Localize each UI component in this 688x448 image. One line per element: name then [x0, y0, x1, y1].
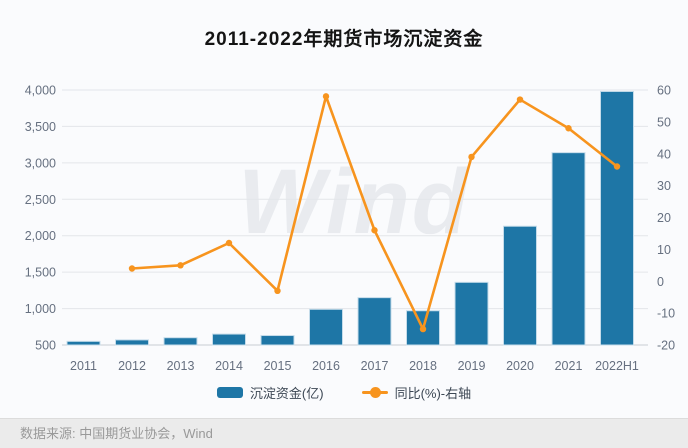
bar-2013[interactable] [163, 337, 198, 346]
data-source-text: 数据来源: 中国期货业协会，Wind [20, 426, 213, 441]
bar-series-swatch-icon [216, 387, 243, 398]
left-axis-tick-label: 1,000 [25, 302, 56, 316]
left-axis-tick-label: 500 [35, 339, 56, 353]
legend-item-line-series[interactable]: 同比(%)-右轴 [361, 383, 472, 402]
right-axis-tick-label: 0 [657, 275, 664, 289]
combo-chart-plot: 5001,0001,5002,0002,5003,0003,5004,000-2… [25, 84, 675, 374]
line-point-2014[interactable] [225, 239, 233, 247]
x-axis-label-2022H1: 2022H1 [595, 359, 639, 373]
chart-legend: 沉淀资金(亿) 同比(%)-右轴 [0, 383, 688, 402]
left-axis-tick-label: 1,500 [25, 266, 56, 280]
footer-bar: 数据来源: 中国期货业协会，Wind [0, 418, 688, 448]
right-axis-tick-label: 10 [657, 243, 671, 257]
line-point-2017[interactable] [371, 227, 378, 234]
right-axis-tick-label: 30 [657, 179, 671, 193]
right-axis-tick-label: 20 [657, 211, 671, 225]
bar-2016[interactable] [309, 308, 343, 346]
x-axis-label-2017: 2017 [361, 359, 389, 373]
line-point-2020[interactable] [516, 96, 524, 103]
legend-item-bar-series[interactable]: 沉淀资金(亿) [216, 383, 324, 402]
x-axis-label-2021: 2021 [555, 359, 583, 373]
left-axis-tick-label: 3,000 [25, 156, 56, 170]
left-axis-tick-label: 2,500 [25, 193, 56, 207]
line-point-2012[interactable] [128, 265, 136, 272]
x-axis-label-2016: 2016 [312, 359, 340, 373]
x-axis-label-2018: 2018 [409, 359, 437, 373]
x-axis-label-2020: 2020 [506, 359, 534, 373]
x-axis-label-2014: 2014 [215, 359, 243, 373]
bar-2018[interactable] [406, 310, 440, 346]
x-axis-label-2011: 2011 [70, 359, 97, 373]
left-axis-tick-label: 3,500 [25, 120, 56, 134]
yoy-line [130, 95, 619, 331]
right-axis-tick-label: 50 [657, 115, 671, 129]
bar-series-legend-label: 沉淀资金(亿) [249, 386, 324, 401]
bar-2011[interactable] [66, 340, 101, 346]
bar-2021[interactable] [551, 152, 586, 346]
line-point-2016[interactable] [322, 93, 330, 100]
bar-2022H1[interactable] [600, 90, 634, 346]
line-point-2015[interactable] [274, 287, 281, 295]
line-series-legend-label: 同比(%)-右轴 [394, 386, 472, 401]
x-axis-label-2019: 2019 [458, 359, 486, 373]
bar-2020[interactable] [503, 225, 537, 346]
x-axis-label-2013: 2013 [167, 359, 195, 373]
right-axis-tick-label: -20 [657, 339, 675, 353]
bar-2015[interactable] [260, 335, 295, 346]
bar-2019[interactable] [454, 281, 489, 346]
line-point-2013[interactable] [177, 262, 184, 269]
chart-title: 2011-2022年期货市场沉淀资金 [204, 29, 484, 50]
right-axis-tick-label: 60 [657, 84, 671, 98]
bar-2014[interactable] [212, 333, 246, 346]
right-axis-tick-label: -10 [657, 307, 675, 321]
bar-2012[interactable] [115, 339, 149, 346]
left-axis-tick-label: 4,000 [25, 84, 56, 98]
left-axis-tick-label: 2,000 [25, 229, 56, 243]
x-axis-label-2015: 2015 [264, 359, 292, 373]
x-axis-label-2012: 2012 [118, 359, 146, 373]
line-point-2022H1[interactable] [613, 163, 621, 170]
line-point-2018[interactable] [419, 325, 427, 333]
bar-2017[interactable] [357, 297, 392, 346]
right-axis-tick-label: 40 [657, 147, 671, 161]
line-point-2019[interactable] [468, 153, 475, 161]
line-point-2021[interactable] [565, 125, 572, 132]
line-series-swatch-icon [361, 387, 388, 398]
